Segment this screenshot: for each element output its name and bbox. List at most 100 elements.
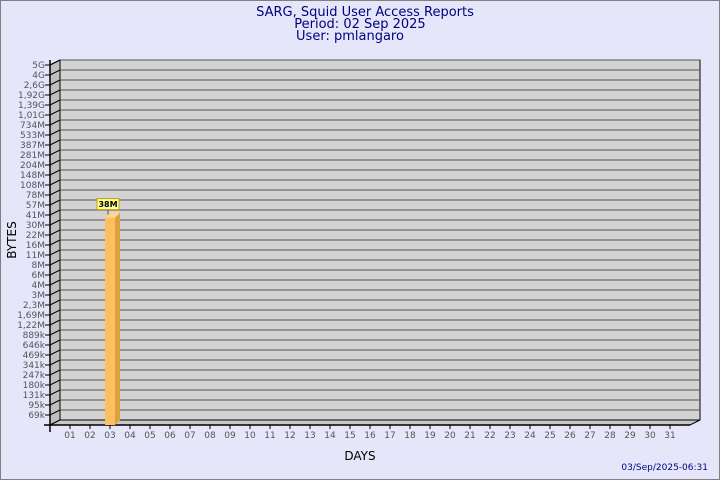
grid-diagonal bbox=[49, 289, 61, 296]
y-tick-label: 131k bbox=[23, 391, 46, 401]
y-tick-label: 41M bbox=[26, 211, 45, 221]
grid-diagonal bbox=[49, 159, 61, 166]
y-tick-label: 1,39G bbox=[18, 101, 45, 111]
grid-diagonal bbox=[49, 79, 61, 86]
grid-diagonal bbox=[49, 359, 61, 366]
grid-diagonal bbox=[49, 129, 61, 136]
grid-diagonal bbox=[49, 409, 61, 416]
x-tick-label: 01 bbox=[64, 431, 75, 441]
bar-side bbox=[115, 212, 120, 425]
x-tick-label: 24 bbox=[524, 431, 536, 441]
chart-title: SARG, Squid User Access Reports bbox=[256, 5, 474, 20]
y-tick-label: 387M bbox=[20, 141, 45, 151]
x-axis-label: DAYS bbox=[344, 449, 375, 463]
grid-diagonal bbox=[49, 69, 61, 76]
x-tick-label: 19 bbox=[424, 431, 436, 441]
y-tick-label: 204M bbox=[20, 161, 45, 171]
y-tick-label: 78M bbox=[26, 191, 45, 201]
grid-diagonal bbox=[49, 299, 61, 306]
x-tick-label: 11 bbox=[264, 431, 275, 441]
x-tick-label: 23 bbox=[504, 431, 515, 441]
y-tick-label: 11M bbox=[26, 251, 45, 261]
grid-diagonal bbox=[49, 399, 61, 406]
grid-diagonal bbox=[49, 369, 61, 376]
y-tick-label: 16M bbox=[26, 241, 45, 251]
y-tick-label: 8M bbox=[32, 261, 46, 271]
y-tick-label: 646k bbox=[23, 341, 46, 351]
x-tick-label: 16 bbox=[364, 431, 376, 441]
y-tick-label: 1,69M bbox=[17, 311, 45, 321]
x-tick-label: 28 bbox=[604, 431, 616, 441]
grid-diagonal bbox=[49, 349, 61, 356]
y-tick-label: 281M bbox=[20, 151, 45, 161]
bar-front bbox=[105, 217, 115, 425]
grid-diagonal bbox=[49, 239, 61, 246]
x-tick-label: 06 bbox=[164, 431, 176, 441]
grid-diagonal bbox=[49, 109, 61, 116]
x-tick-label: 15 bbox=[344, 431, 355, 441]
x-tick-label: 29 bbox=[624, 431, 636, 441]
grid-diagonal bbox=[49, 329, 61, 336]
grid-diagonal bbox=[49, 279, 61, 286]
grid-diagonal bbox=[49, 199, 61, 206]
grid-diagonal bbox=[49, 209, 61, 216]
y-tick-label: 734M bbox=[20, 121, 45, 131]
x-tick-label: 12 bbox=[284, 431, 295, 441]
y-tick-label: 22M bbox=[26, 231, 45, 241]
y-tick-label: 4G bbox=[32, 71, 45, 81]
x-tick-label: 09 bbox=[224, 431, 236, 441]
y-tick-label: 889k bbox=[23, 331, 46, 341]
x-tick-label: 25 bbox=[544, 431, 555, 441]
grid-diagonal bbox=[49, 229, 61, 236]
grid-diagonal bbox=[49, 59, 61, 66]
grid-diagonal bbox=[49, 319, 61, 326]
grid-diagonal bbox=[49, 139, 61, 146]
y-axis-label: BYTES bbox=[5, 221, 19, 258]
x-tick-label: 17 bbox=[384, 431, 395, 441]
x-tick-label: 18 bbox=[404, 431, 416, 441]
data-label-box bbox=[96, 198, 120, 211]
y-tick-label: 148M bbox=[20, 171, 45, 181]
y-tick-label: 3M bbox=[32, 291, 46, 301]
x-tick-label: 27 bbox=[584, 431, 595, 441]
y-tick-label: 5G bbox=[32, 61, 45, 71]
x-tick-label: 14 bbox=[324, 431, 336, 441]
grid-diagonal bbox=[49, 89, 61, 96]
grid-diagonal bbox=[49, 309, 61, 316]
grid-diagonal bbox=[49, 259, 61, 266]
x-tick-label: 03 bbox=[104, 431, 115, 441]
y-tick-label: 1,22M bbox=[17, 321, 45, 331]
y-tick-label: 95k bbox=[28, 401, 45, 411]
y-tick-label: 469k bbox=[23, 351, 46, 361]
x-tick-label: 10 bbox=[244, 431, 256, 441]
x-tick-label: 22 bbox=[484, 431, 495, 441]
y-tick-label: 533M bbox=[20, 131, 45, 141]
x-tick-label: 31 bbox=[664, 431, 675, 441]
x-tick-label: 04 bbox=[124, 431, 136, 441]
grid-diagonal bbox=[49, 99, 61, 106]
grid-diagonal bbox=[49, 169, 61, 176]
timestamp: 03/Sep/2025-06:31 bbox=[621, 463, 708, 473]
grid-diagonal bbox=[49, 389, 61, 396]
y-tick-label: 180k bbox=[23, 381, 46, 391]
x-tick-label: 20 bbox=[444, 431, 456, 441]
y-tick-label: 108M bbox=[20, 181, 45, 191]
x-tick-label: 05 bbox=[144, 431, 155, 441]
x-tick-label: 13 bbox=[304, 431, 315, 441]
grid-diagonal bbox=[49, 119, 61, 126]
x-tick-label: 02 bbox=[84, 431, 95, 441]
x-tick-label: 07 bbox=[184, 431, 195, 441]
grid-diagonal bbox=[49, 189, 61, 196]
y-tick-label: 1,92G bbox=[18, 91, 45, 101]
grid-diagonal bbox=[49, 379, 61, 386]
x-tick-label: 08 bbox=[204, 431, 216, 441]
y-tick-label: 2,3M bbox=[23, 301, 45, 311]
y-tick-label: 30M bbox=[26, 221, 45, 231]
grid-diagonal bbox=[49, 249, 61, 256]
y-tick-label: 247k bbox=[23, 371, 46, 381]
y-tick-label: 4M bbox=[32, 281, 46, 291]
chart-subtitle-period: Period: 02 Sep 2025 bbox=[294, 17, 425, 32]
x-tick-label: 30 bbox=[644, 431, 656, 441]
y-tick-label: 69k bbox=[28, 411, 45, 421]
